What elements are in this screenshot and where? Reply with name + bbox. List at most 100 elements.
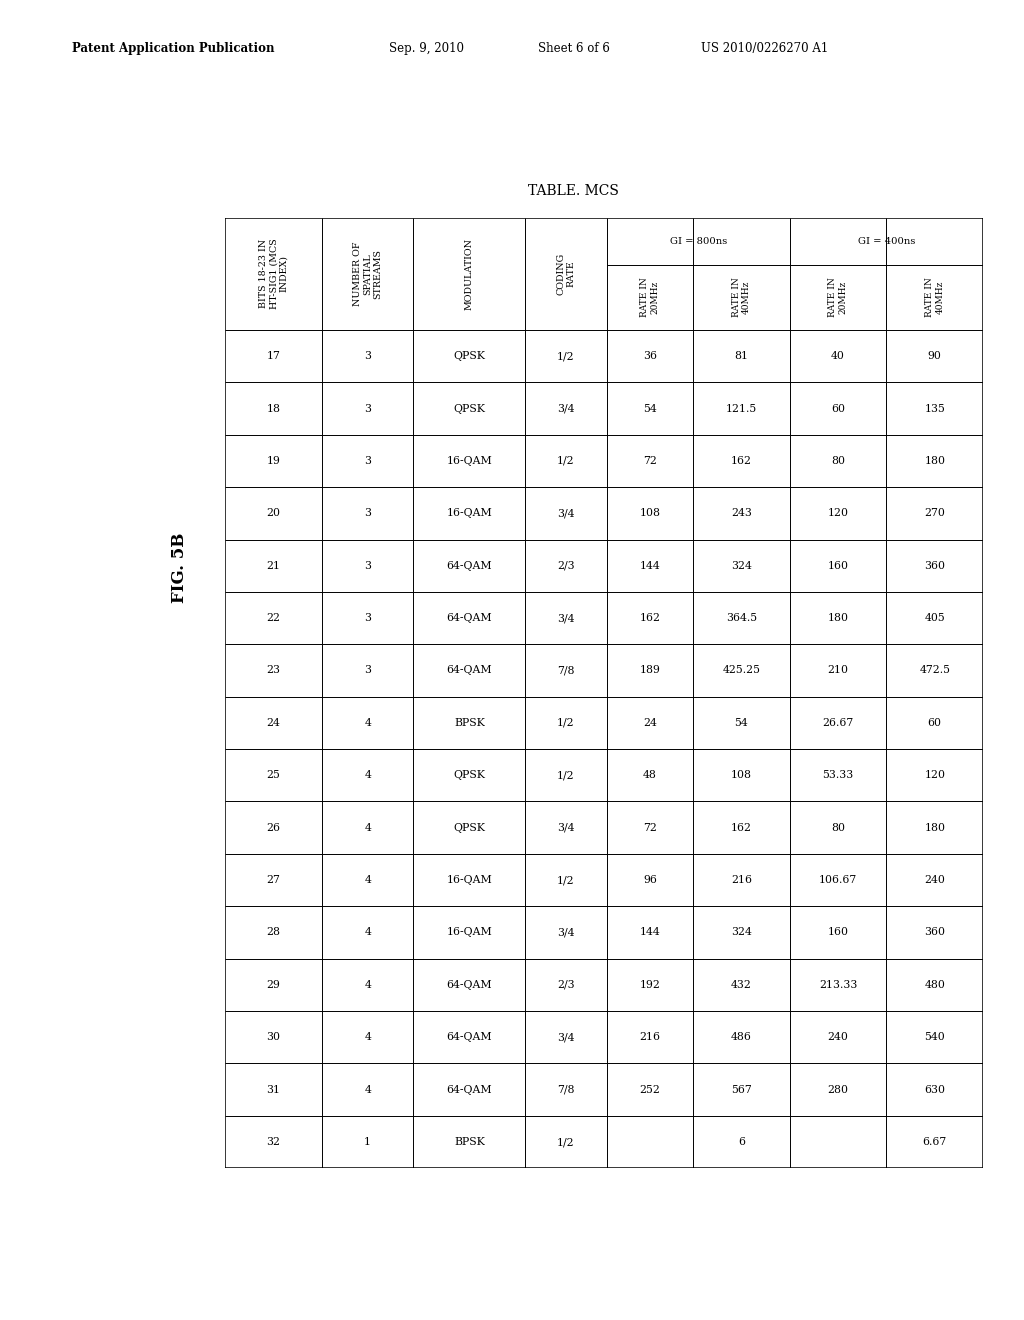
Text: 252: 252 [640, 1085, 660, 1094]
Text: QPSK: QPSK [454, 351, 485, 362]
Text: 53.33: 53.33 [822, 771, 854, 780]
Text: 216: 216 [639, 1032, 660, 1043]
Text: 96: 96 [643, 875, 656, 884]
Text: 3/4: 3/4 [557, 612, 574, 623]
Text: 3: 3 [365, 665, 371, 676]
Text: 90: 90 [928, 351, 942, 362]
Text: Sep. 9, 2010: Sep. 9, 2010 [389, 42, 464, 55]
Text: 64-QAM: 64-QAM [446, 1085, 493, 1094]
Text: 425.25: 425.25 [723, 665, 761, 676]
Text: 60: 60 [831, 404, 845, 413]
Text: 160: 160 [827, 561, 849, 570]
Text: 3/4: 3/4 [557, 1032, 574, 1043]
Text: 29: 29 [266, 979, 281, 990]
Text: 26: 26 [266, 822, 281, 833]
Text: 144: 144 [640, 561, 660, 570]
Text: 2/3: 2/3 [557, 979, 574, 990]
Text: 121.5: 121.5 [726, 404, 757, 413]
Text: 80: 80 [831, 822, 845, 833]
Text: 64-QAM: 64-QAM [446, 665, 493, 676]
Text: QPSK: QPSK [454, 822, 485, 833]
Text: 25: 25 [266, 771, 281, 780]
Text: 480: 480 [925, 979, 945, 990]
Text: 4: 4 [365, 1032, 371, 1043]
Text: 1/2: 1/2 [557, 875, 574, 884]
Text: RATE IN
20MHz: RATE IN 20MHz [828, 277, 848, 317]
Text: 240: 240 [925, 875, 945, 884]
Text: 4: 4 [365, 718, 371, 727]
Text: 16-QAM: 16-QAM [446, 928, 493, 937]
Text: 64-QAM: 64-QAM [446, 1032, 493, 1043]
Text: 1/2: 1/2 [557, 455, 574, 466]
Text: 162: 162 [731, 455, 752, 466]
Text: 60: 60 [928, 718, 942, 727]
Text: 16-QAM: 16-QAM [446, 508, 493, 519]
Text: 6.67: 6.67 [923, 1137, 947, 1147]
Text: 4: 4 [365, 771, 371, 780]
Text: NUMBER OF
SPATIAL
STREAMS: NUMBER OF SPATIAL STREAMS [353, 242, 383, 306]
Text: 4: 4 [365, 875, 371, 884]
Text: BPSK: BPSK [454, 1137, 484, 1147]
Text: 21: 21 [266, 561, 281, 570]
Text: 24: 24 [266, 718, 281, 727]
Text: 106.67: 106.67 [819, 875, 857, 884]
Text: 180: 180 [925, 455, 945, 466]
Text: FIG. 5B: FIG. 5B [171, 532, 187, 603]
Text: 120: 120 [827, 508, 849, 519]
Text: 3: 3 [365, 455, 371, 466]
Text: 19: 19 [266, 455, 281, 466]
Text: TABLE. MCS: TABLE. MCS [528, 185, 618, 198]
Text: 135: 135 [925, 404, 945, 413]
Text: 72: 72 [643, 455, 656, 466]
Text: 4: 4 [365, 979, 371, 990]
Text: 1/2: 1/2 [557, 351, 574, 362]
Text: Sheet 6 of 6: Sheet 6 of 6 [538, 42, 609, 55]
Text: 3/4: 3/4 [557, 404, 574, 413]
Text: 216: 216 [731, 875, 752, 884]
Text: 486: 486 [731, 1032, 752, 1043]
Text: 432: 432 [731, 979, 752, 990]
Text: 1/2: 1/2 [557, 718, 574, 727]
Text: 81: 81 [734, 351, 749, 362]
Text: 144: 144 [640, 928, 660, 937]
Text: 18: 18 [266, 404, 281, 413]
Text: 16-QAM: 16-QAM [446, 875, 493, 884]
Text: 108: 108 [639, 508, 660, 519]
Text: 30: 30 [266, 1032, 281, 1043]
Text: 7/8: 7/8 [557, 665, 574, 676]
Text: 54: 54 [734, 718, 749, 727]
Text: RATE IN
40MHz: RATE IN 40MHz [732, 277, 752, 317]
Text: 210: 210 [827, 665, 849, 676]
Text: 270: 270 [925, 508, 945, 519]
Text: 23: 23 [266, 665, 281, 676]
Text: CODING
RATE: CODING RATE [556, 252, 575, 294]
Text: 6: 6 [738, 1137, 745, 1147]
Text: 160: 160 [827, 928, 849, 937]
Text: MODULATION: MODULATION [465, 238, 474, 310]
Text: 4: 4 [365, 928, 371, 937]
Text: 3: 3 [365, 404, 371, 413]
Text: 1: 1 [365, 1137, 371, 1147]
Text: Patent Application Publication: Patent Application Publication [72, 42, 274, 55]
Text: 364.5: 364.5 [726, 612, 757, 623]
Text: 3: 3 [365, 561, 371, 570]
Text: RATE IN
40MHz: RATE IN 40MHz [925, 277, 944, 317]
Text: 27: 27 [266, 875, 281, 884]
Text: 31: 31 [266, 1085, 281, 1094]
Text: 80: 80 [831, 455, 845, 466]
Text: 26.67: 26.67 [822, 718, 854, 727]
Text: 162: 162 [731, 822, 752, 833]
Text: 472.5: 472.5 [920, 665, 950, 676]
Text: 180: 180 [925, 822, 945, 833]
Text: 280: 280 [827, 1085, 849, 1094]
Text: 192: 192 [640, 979, 660, 990]
Text: GI = 800ns: GI = 800ns [670, 236, 727, 246]
Text: 24: 24 [643, 718, 656, 727]
Text: US 2010/0226270 A1: US 2010/0226270 A1 [701, 42, 828, 55]
Text: 3/4: 3/4 [557, 822, 574, 833]
Text: 40: 40 [831, 351, 845, 362]
Text: 4: 4 [365, 822, 371, 833]
Text: 324: 324 [731, 928, 752, 937]
Text: 180: 180 [827, 612, 849, 623]
Text: 243: 243 [731, 508, 752, 519]
